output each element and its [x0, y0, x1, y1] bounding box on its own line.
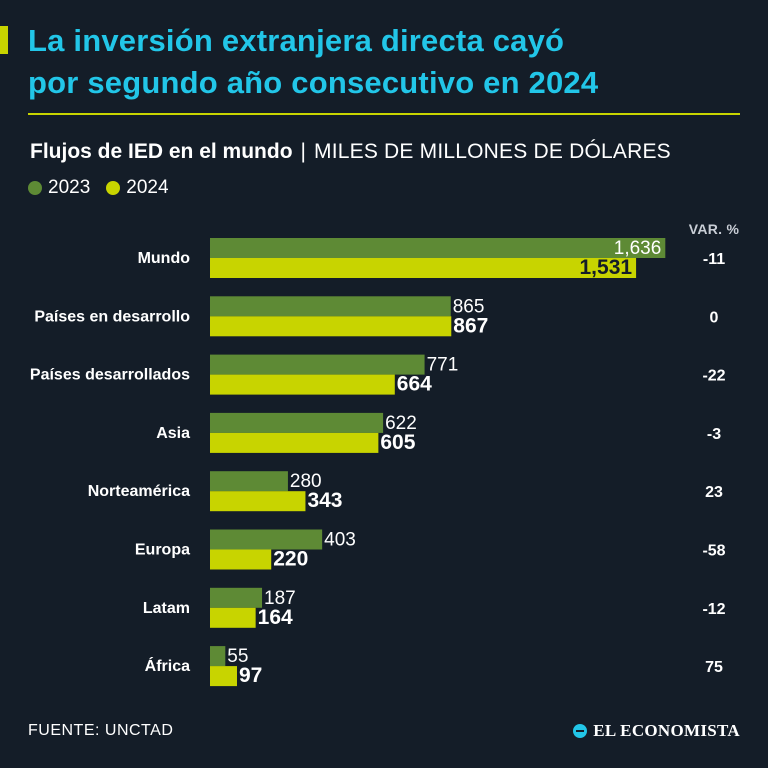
category-label-mundo: Mundo	[138, 250, 191, 267]
variation-europa: -58	[702, 543, 725, 560]
value-label-2023-europa: 403	[324, 530, 356, 551]
category-label-africa: África	[145, 656, 190, 675]
bar-2024-norteamerica	[210, 491, 306, 512]
value-label-2024-paises-en-desarrollo: 867	[453, 314, 488, 337]
value-label-2023-paises-en-desarrollo: 865	[453, 296, 485, 317]
bar-2023-asia	[210, 412, 384, 433]
value-label-2024-europa: 220	[273, 548, 308, 571]
category-label-norteamerica: Norteamérica	[88, 483, 190, 500]
bar-2024-europa	[210, 549, 272, 570]
value-label-2024-africa: 97	[239, 664, 262, 687]
divider-rule	[28, 113, 740, 115]
value-label-2023-paises-desarrollados: 771	[427, 355, 459, 376]
legend-item-2023: 2023	[28, 175, 90, 201]
brand-name: EL ECONOMISTA	[593, 721, 740, 740]
legend-swatch-2023	[28, 181, 42, 195]
source-note: FUENTE: UNCTAD	[28, 722, 174, 739]
bar-2023-norteamerica	[210, 471, 288, 492]
headline: La inversión extranjera directa cayó por…	[28, 20, 748, 104]
legend-swatch-2024	[106, 181, 121, 195]
bar-2023-europa	[210, 529, 323, 550]
chart-subtitle: Flujos de IED en el mundo | MILES DE MILLO…	[30, 138, 671, 166]
value-label-2023-latam: 187	[264, 588, 296, 609]
bar-2024-mundo	[210, 258, 637, 278]
value-label-2023-norteamerica: 280	[290, 471, 322, 492]
value-label-2023-mundo: 1,636	[614, 238, 662, 259]
value-label-2023-asia: 622	[385, 413, 417, 434]
bar-2024-paises-en-desarrollo	[210, 316, 452, 337]
category-label-latam: Latam	[143, 600, 190, 617]
value-label-2024-paises-desarrollados: 664	[397, 373, 432, 396]
variation-asia: -3	[707, 426, 721, 443]
value-label-2024-asia: 605	[380, 431, 415, 454]
value-label-2024-mundo: 1,531	[580, 256, 633, 279]
category-label-paises-en-desarrollo: Países en desarrollo	[34, 308, 190, 325]
chart-title: Flujos de IED en el mundo	[30, 140, 293, 163]
variation-norteamerica: 23	[705, 484, 723, 501]
subtitle-separator: |	[300, 140, 306, 163]
bar-2024-latam	[210, 607, 256, 628]
variation-paises-en-desarrollo: 0	[710, 309, 719, 326]
headline-line-2: por segundo año consecutivo en 2024	[28, 65, 599, 100]
bar-2023-mundo	[210, 238, 666, 258]
variation-latam: -12	[702, 601, 725, 618]
category-label-europa: Europa	[135, 542, 190, 559]
bar-2023-latam	[210, 587, 263, 608]
legend-label-2023: 2023	[48, 177, 91, 198]
brand-logo: EL ECONOMISTA	[573, 721, 740, 741]
category-label-paises-desarrollados: Países desarrollados	[30, 367, 190, 384]
bar-2023-paises-desarrollados	[210, 354, 425, 375]
brand-mark-icon	[573, 724, 588, 738]
legend: 2023 2024	[28, 175, 185, 201]
variation-mundo: -11	[703, 251, 725, 268]
bar-2024-paises-desarrollados	[210, 374, 395, 395]
variation-header: VAR. %	[688, 221, 740, 237]
value-label-2024-norteamerica: 343	[307, 489, 342, 512]
legend-item-2024: 2024	[106, 175, 169, 201]
value-label-2024-latam: 164	[258, 606, 293, 629]
value-label-2023-africa: 55	[227, 646, 248, 667]
units-label: MILES DE MILLONES DE DÓLARES	[314, 140, 671, 163]
bar-2023-africa	[210, 646, 226, 667]
category-label-asia: Asia	[156, 425, 190, 442]
headline-line-1: La inversión extranjera directa cayó	[28, 23, 565, 58]
bar-2024-africa	[210, 666, 237, 687]
legend-label-2024: 2024	[126, 177, 169, 198]
variation-paises-desarrollados: -22	[702, 368, 725, 385]
title-accent-marker	[0, 26, 8, 54]
bar-2024-asia	[210, 432, 379, 453]
bar-2023-paises-en-desarrollo	[210, 296, 451, 317]
variation-africa: 75	[705, 659, 723, 676]
